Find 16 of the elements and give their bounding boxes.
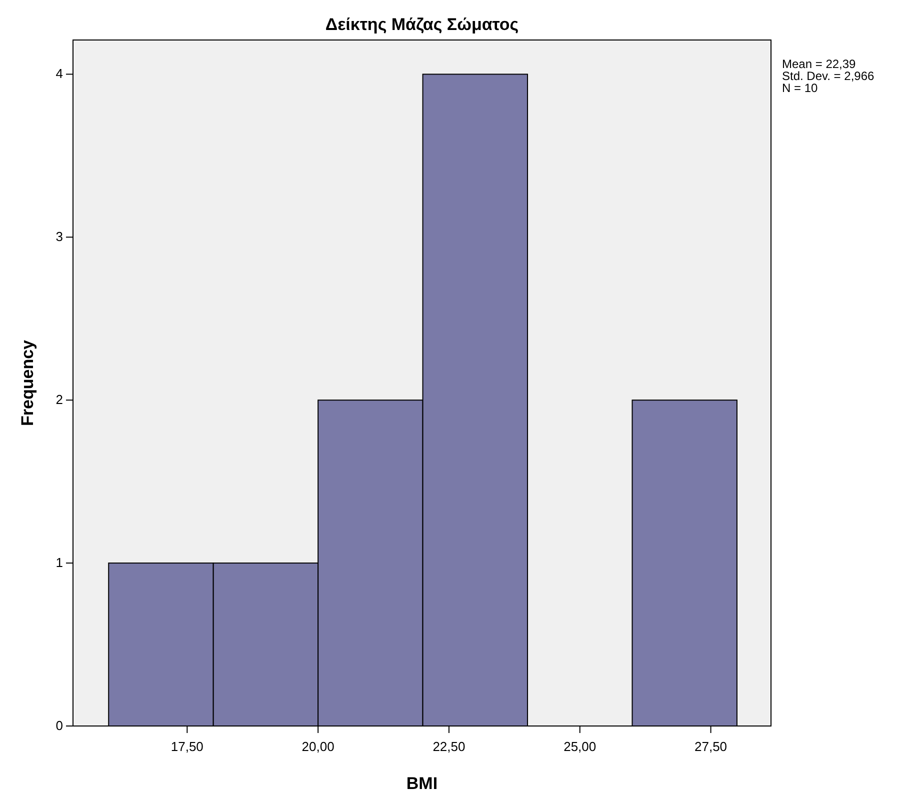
y-tick-label: 0 xyxy=(56,718,63,733)
y-tick-label: 4 xyxy=(56,66,63,82)
x-tick-label: 22,50 xyxy=(432,739,466,754)
y-tick-label: 3 xyxy=(56,229,63,244)
y-tick-label: 1 xyxy=(56,555,63,570)
x-tick-label: 17,50 xyxy=(170,739,204,754)
text: Std. Dev. = 2,966 xyxy=(782,69,874,83)
chart-title: Δείκτης Μάζας Σώματος xyxy=(325,15,519,34)
y-axis-title: Frequency xyxy=(18,339,37,426)
text: Mean = 22,39 xyxy=(782,57,856,71)
x-tick-label: 25,00 xyxy=(564,739,596,754)
x-axis-title: BMI xyxy=(406,774,438,793)
y-tick-label: 2 xyxy=(56,392,63,408)
text: N = 10 xyxy=(782,81,818,95)
x-tick-label: 20,00 xyxy=(302,739,334,754)
x-tick-label: 27,50 xyxy=(694,739,728,754)
